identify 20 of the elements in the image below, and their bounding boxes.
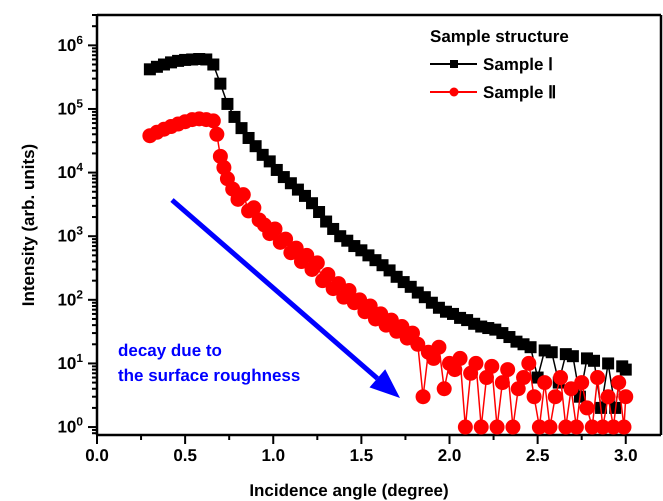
y-axis-title: Intensity (arb. units) [19, 144, 38, 306]
annotation: decay due to the surface roughness [118, 341, 300, 385]
x-tick-label: 1.0 [261, 446, 286, 466]
y-tick-label: 10$^{4}$ [57, 160, 84, 182]
x-tick-label: 3.0 [614, 446, 638, 466]
y-tick-label: 10$^{2}$ [57, 287, 84, 310]
x-axis-title: Incidence angle (degree) [249, 481, 449, 500]
x-tick-label: 0.5 [173, 446, 197, 466]
legend-title: Sample structure [430, 27, 569, 46]
legend-label: Sample Ⅱ [483, 83, 556, 102]
legend-label: Sample Ⅰ [483, 55, 554, 74]
x-tick-label: 2.0 [438, 446, 462, 466]
y-tick-label: 10$^{3}$ [57, 224, 84, 246]
x-tick-label: 2.5 [526, 446, 550, 466]
x-tick-label: 0.0 [85, 446, 109, 466]
y-tick-label: 10$^{1}$ [57, 350, 84, 373]
y-tick-label: 10$^{6}$ [57, 32, 84, 55]
x-tick-label: 1.5 [350, 446, 374, 466]
y-tick-label: 10$^{0}$ [57, 414, 84, 436]
y-tick-label: 10$^{5}$ [57, 96, 84, 118]
